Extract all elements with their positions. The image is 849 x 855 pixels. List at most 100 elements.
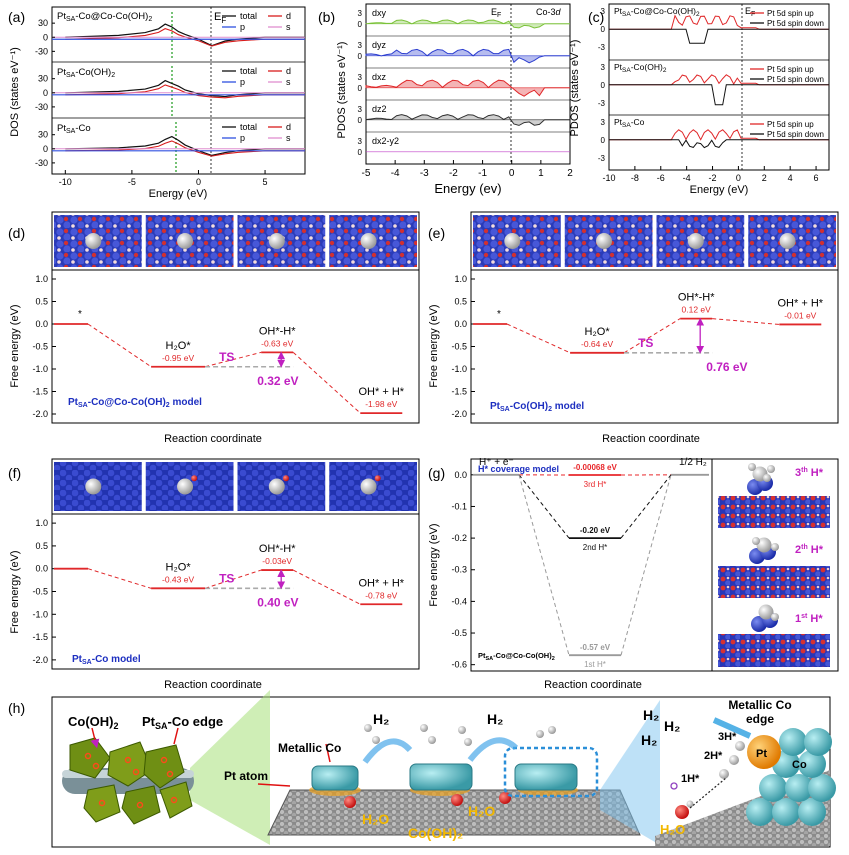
g-model-label: PtSA-Co@Co-Co(OH)2 — [478, 651, 555, 662]
g-ylabel: Free energy (eV) — [428, 523, 440, 606]
axis-a: -10 -5 0 5 30 0 -30 30 0 -30 30 0 -30 — [35, 18, 268, 187]
b-ytick-label: 3 — [358, 41, 363, 50]
d-ytick-label: -2.0 — [32, 409, 48, 419]
e-state-label: H₂O* — [585, 326, 611, 338]
a-ytick-label: 0 — [43, 144, 48, 154]
d-state-label: OH* + H* — [359, 386, 405, 398]
g-ytick-label: -0.2 — [451, 533, 467, 543]
panel-g-letter: (g) — [428, 465, 445, 481]
h-co-atom-ball-label: Co — [792, 759, 807, 771]
dos-curves — [52, 23, 305, 157]
legend-s-text: s — [286, 22, 291, 32]
legend-down-text: Pt 5d spin down — [767, 130, 824, 139]
e-state-value: -0.64 eV — [581, 339, 613, 349]
h-h2o-edge-label: H₂O — [660, 822, 685, 837]
c-xtick-label: -8 — [631, 173, 639, 183]
a-xtick-label: 0 — [196, 177, 201, 187]
legend-p-text: p — [240, 22, 245, 32]
dos-total-curve — [65, 135, 305, 157]
c-ytick-label: 3 — [601, 63, 606, 72]
g-level-value: -0.00068 eV — [573, 463, 617, 472]
f-ytick-label: 0.5 — [35, 541, 48, 551]
h-pt-atom-ball-label: Pt — [756, 748, 767, 760]
g-right-label: 1/2 H₂ — [679, 457, 707, 468]
panel-a-frame — [51, 6, 306, 175]
legend-a: total d p s total d p s total d p s — [222, 11, 291, 143]
b-ytick-label: 3 — [358, 9, 363, 18]
e-ytick-label: -1.0 — [451, 364, 467, 374]
f-state-value: -0.03eV — [262, 556, 292, 566]
h-metallic-co-edge-2: edge — [746, 712, 774, 726]
h-h2-edge-1: H₂ — [643, 707, 659, 723]
g-ytick-label: -0.1 — [451, 501, 467, 511]
edge-illustration — [655, 717, 836, 846]
c-xtick-label: -6 — [657, 173, 665, 183]
d-connector — [87, 323, 152, 368]
d-ytick-label: 0.0 — [35, 319, 48, 329]
spin-down-curve — [609, 28, 829, 44]
d-state-value: -0.95 eV — [162, 353, 194, 363]
d-state-value: -0.63 eV — [261, 338, 293, 348]
c-xtick-label: 6 — [814, 173, 819, 183]
e-state-label: * — [497, 309, 501, 320]
g-level-name: 3rd H* — [584, 480, 607, 489]
pdos-b-curve — [365, 79, 570, 97]
a-ytick-label: 0 — [43, 88, 48, 98]
d-state-value: -1.98 eV — [365, 399, 397, 409]
f-state-label: OH* + H* — [359, 577, 405, 589]
panel-b-letter: (b) — [318, 9, 335, 25]
f-ytick-label: -1.5 — [32, 632, 48, 642]
b-ylabel: PDOS (states eV⁻¹) — [336, 42, 348, 139]
g-ytick-label: -0.3 — [451, 565, 467, 575]
h-h2-edge-2: H₂ — [664, 718, 680, 734]
nanowire-illustration — [62, 690, 270, 845]
e-ytick-label: 0.0 — [454, 319, 467, 329]
pt-atom — [596, 233, 613, 249]
legend-p-text: p — [240, 77, 245, 87]
o-atom — [374, 475, 381, 482]
c-ytick-label: 0 — [601, 81, 606, 90]
panel-f: (f) 1.0 0.5 0.0 -0.5 -1.0 -1.5 -2.0 H₂O*-0.43 e… — [8, 458, 420, 691]
h-1h-label: 1H* — [681, 773, 700, 785]
d-barrier-label: 0.32 eV — [257, 374, 298, 388]
h-pt-atom-label: Pt atom — [224, 769, 268, 783]
b-xtick-label: 1 — [538, 168, 544, 179]
b-ytick-label: 3 — [358, 73, 363, 82]
panel-e-letter: (e) — [428, 225, 445, 241]
a-ytick-label: 30 — [38, 18, 48, 28]
g-connector — [620, 474, 672, 539]
b-ytick-label: 0 — [358, 148, 363, 157]
e-model-label: PtSA-Co(OH)2 model — [490, 401, 584, 413]
panel-b: (b) EF Co-3d dxy 3 0 dyz 3 0 dxz 3 0 dz2 3 0 dx2-y2 3… — [318, 3, 573, 196]
g-level-value: -0.20 eV — [580, 526, 611, 535]
b-ytick-label: 3 — [358, 137, 363, 146]
panel-b-frame — [365, 3, 571, 165]
legend-total-text: total — [240, 122, 257, 132]
d-state-label: OH*-H* — [259, 325, 296, 337]
g-ytick-label: -0.4 — [451, 596, 467, 606]
pt-atom — [504, 233, 521, 249]
e-state-value: 0.12 eV — [682, 305, 712, 315]
h-3h-label: 3H* — [718, 731, 737, 743]
g-connector — [620, 474, 672, 656]
pdos-b-fill — [366, 114, 570, 126]
d-state-label: H₂O* — [166, 340, 192, 352]
c-ytick-label: -3 — [598, 43, 606, 52]
energy-diagram-e: 1.0 0.5 0.0 -0.5 -1.0 -1.5 -2.0 * H₂O*-0.64 eV OH… — [451, 274, 823, 419]
legend-d-text: d — [286, 122, 291, 132]
substrate-illustration — [257, 700, 660, 845]
e-ylabel: Free energy (eV) — [428, 304, 440, 387]
o-atom — [191, 475, 198, 482]
e-ytick-label: -1.5 — [451, 387, 467, 397]
f-xlabel: Reaction coordinate — [164, 679, 262, 691]
a-ytick-label: 0 — [43, 32, 48, 42]
e-ytick-label: -2.0 — [451, 409, 467, 419]
legend-up-text: Pt 5d spin up — [767, 65, 814, 74]
panel-g: (g) H* coverage model 0.0 -0.1 -0.2 -0.3 -0.… — [428, 457, 839, 691]
f-ytick-label: 0.0 — [35, 564, 48, 574]
g-level-name: 2nd H* — [583, 543, 607, 552]
d-state-label: * — [78, 309, 82, 320]
e-ytick-label: -0.5 — [451, 342, 467, 352]
h-h2-label-2: H₂ — [487, 711, 503, 727]
